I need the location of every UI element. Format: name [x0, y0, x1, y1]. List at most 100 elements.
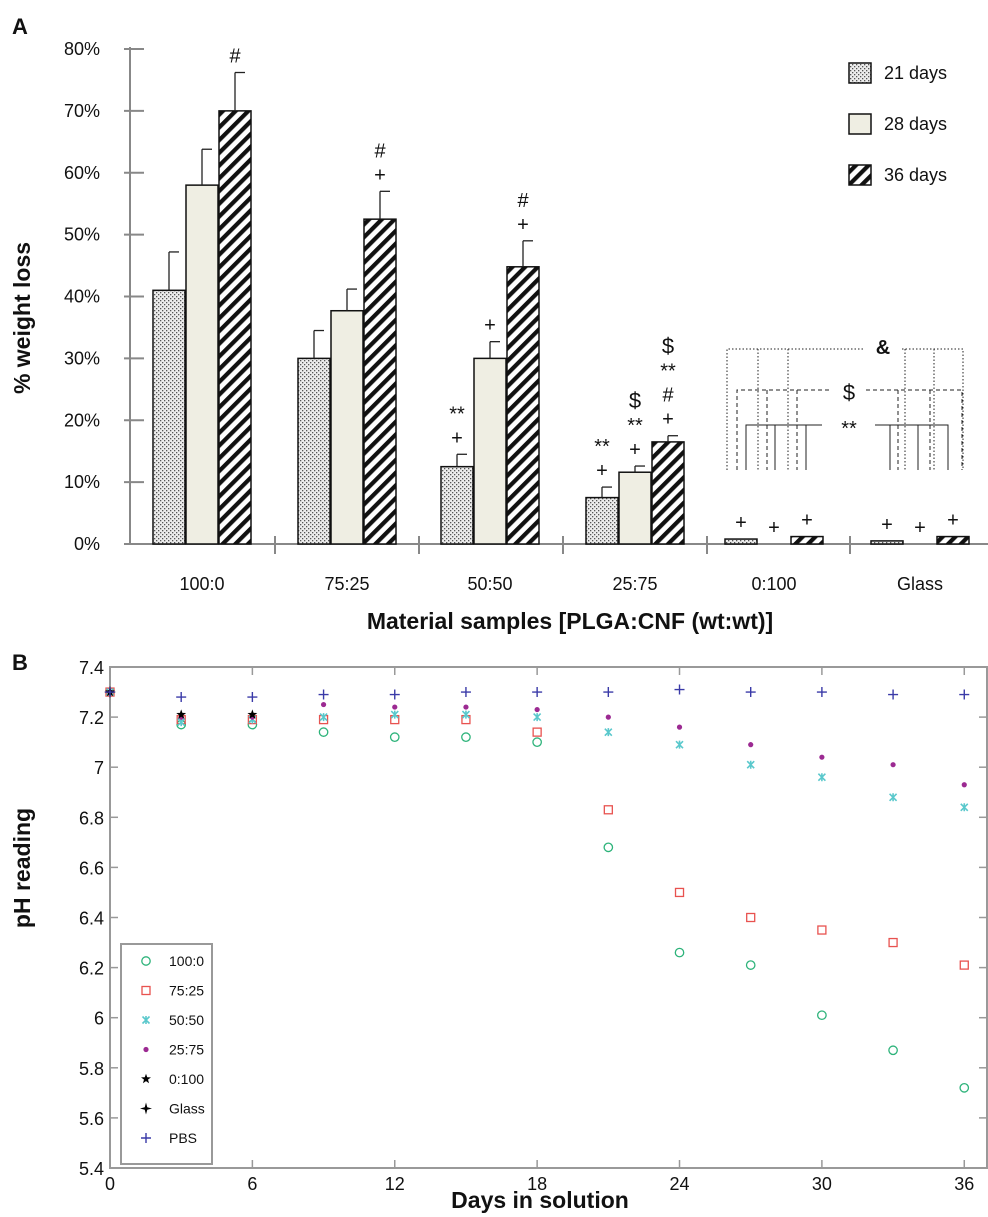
data-point	[532, 727, 542, 737]
x-tick-label: 100:0	[179, 574, 224, 594]
data-point	[140, 1102, 152, 1115]
bracket-stars	[745, 424, 949, 470]
significance-mark: **	[627, 415, 643, 437]
data-point	[745, 687, 756, 698]
panel-b-ylabel: pH reading	[9, 808, 35, 928]
data-point	[960, 803, 969, 812]
y-tick-label: 5.6	[79, 1109, 104, 1129]
data-point	[676, 724, 683, 730]
bar	[330, 309, 364, 545]
bar	[870, 540, 904, 545]
data-point	[889, 793, 898, 802]
data-point	[675, 740, 684, 749]
y-tick-label: 60%	[64, 163, 100, 183]
legend-swatch	[848, 62, 872, 84]
series-50:50	[105, 687, 969, 812]
y-tick-label: 7	[94, 758, 104, 778]
panel-b-letter: B	[12, 650, 28, 675]
data-point	[318, 727, 329, 737]
significance-mark: #	[229, 46, 241, 68]
x-tick-label: 36	[954, 1174, 974, 1194]
x-tick-label: 75:25	[324, 574, 369, 594]
data-point	[674, 947, 685, 958]
data-point	[674, 887, 685, 898]
bar	[506, 266, 540, 545]
data-point	[748, 742, 754, 748]
panel-a-letter: A	[12, 14, 28, 39]
x-tick-label: 6	[247, 1174, 257, 1194]
y-tick-label: 5.8	[79, 1059, 104, 1079]
series-100:0	[105, 687, 970, 1093]
data-point	[817, 773, 826, 782]
data-point	[392, 704, 398, 710]
data-point	[533, 713, 542, 722]
data-point	[141, 956, 151, 966]
data-point	[888, 689, 899, 700]
data-point	[461, 732, 471, 742]
x-tick-label: 30	[812, 1174, 832, 1194]
significance-mark: +	[801, 510, 813, 532]
data-point	[141, 1133, 151, 1143]
data-point	[746, 760, 755, 769]
legend-label: 0:100	[169, 1071, 204, 1087]
significance-mark: #	[374, 140, 386, 162]
data-point	[745, 960, 756, 970]
data-point	[141, 1015, 151, 1025]
significance-mark: +	[947, 510, 959, 532]
panel-a-ylabel: % weight loss	[9, 242, 35, 394]
bar	[585, 496, 619, 545]
y-tick-label: 70%	[64, 101, 100, 121]
data-point	[143, 1046, 149, 1053]
data-point	[389, 689, 400, 700]
x-tick-label: 24	[669, 1174, 689, 1194]
series-75:25	[105, 687, 969, 970]
data-point	[746, 912, 756, 923]
data-point	[532, 737, 542, 748]
y-tick-label: 6.8	[79, 808, 104, 828]
data-point	[463, 704, 469, 710]
legend-swatch	[848, 164, 872, 186]
significance-mark: +	[629, 439, 641, 461]
data-point	[176, 692, 187, 703]
legend-label: 75:25	[169, 983, 204, 999]
significance-mark: **	[594, 436, 610, 458]
data-point	[389, 732, 400, 742]
data-point	[604, 728, 613, 737]
data-point	[390, 710, 399, 719]
legend-label: 50:50	[169, 1012, 204, 1028]
data-point	[819, 754, 825, 760]
series-PBS	[105, 684, 970, 703]
y-tick-label: 80%	[64, 39, 100, 59]
data-point	[888, 937, 898, 948]
bar	[152, 289, 186, 545]
y-tick-label: 20%	[64, 410, 100, 430]
data-point	[961, 782, 967, 788]
data-point	[959, 689, 970, 700]
legend-label: 36 days	[884, 165, 947, 185]
bar	[440, 465, 474, 545]
bar	[790, 535, 824, 545]
data-point	[320, 701, 327, 708]
bar	[185, 184, 219, 545]
data-point	[959, 960, 969, 970]
series-25:75	[107, 689, 967, 788]
significance-mark: **	[449, 403, 465, 425]
legend-label: Glass	[169, 1101, 205, 1117]
bar	[363, 218, 397, 545]
y-tick-label: 6.2	[79, 959, 104, 979]
bar	[297, 357, 331, 545]
legend-box	[120, 943, 213, 1165]
panel-a-plot: 0% 10% 20% 30% 40% 50% 60% 70% 80% 100:0 75:25 50:5…	[64, 39, 988, 594]
bar	[651, 441, 685, 545]
legend-label: 100:0	[169, 953, 204, 969]
significance-mark: **	[660, 361, 676, 383]
y-tick-label: 5.4	[79, 1159, 104, 1179]
significance-mark: $	[629, 388, 641, 413]
significance-mark: #	[662, 385, 674, 407]
data-point	[890, 762, 896, 768]
panel-b-plot: 5.4 5.6 5.8 6 6.2 6.4 6.6 6.8 7 7.2 7.4 0 6 12 18 24 30 3…	[79, 658, 988, 1194]
legend-label: 28 days	[884, 114, 947, 134]
significance-mark: +	[374, 164, 386, 186]
x-tick-label: 0:100	[751, 574, 796, 594]
